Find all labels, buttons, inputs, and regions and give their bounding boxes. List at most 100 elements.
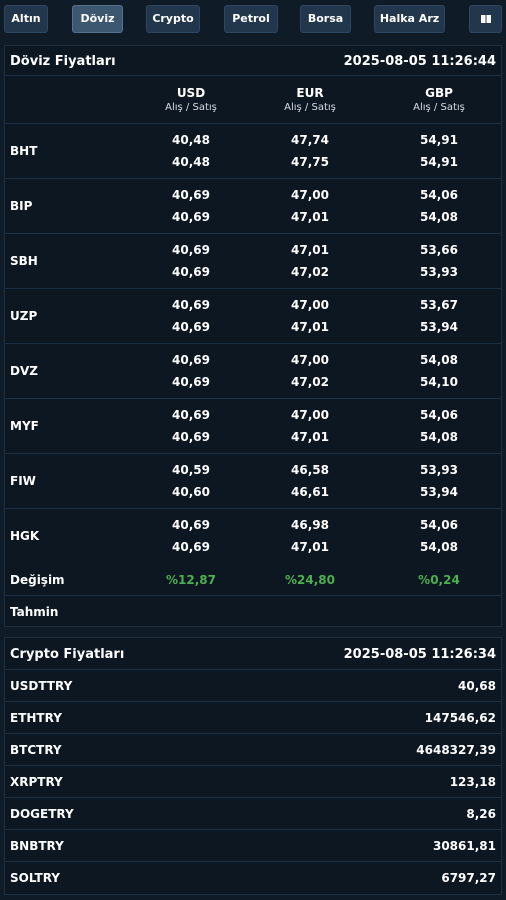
bank-code: FIW [10, 474, 36, 488]
currency-header-row: USD Alış / Satış EUR Alış / Satış GBP Al… [5, 76, 501, 124]
usd-sell-value: 40,69 [172, 320, 210, 334]
eur-buy-value: 47,00 [291, 408, 329, 422]
eur-change: %24,80 [285, 573, 335, 587]
bank-row-dvz: DVZ 40,69 40,69 47,00 47,02 54,08 54,10 [5, 344, 501, 399]
eur-buy-value: 46,58 [291, 463, 329, 477]
crypto-price: 30861,81 [432, 839, 496, 853]
change-row: Değişim %12,87 %24,80 %0,24 [5, 564, 501, 596]
crypto-price: 6797,27 [441, 871, 496, 885]
nav-button-petrol[interactable]: Petrol [224, 5, 278, 33]
gbp-sell-value: 54,10 [420, 375, 458, 389]
gbp-buy-value: 54,08 [420, 353, 458, 367]
crypto-timestamp: 2025-08-05 11:26:34 [343, 647, 496, 662]
usd-sell-value: 40,69 [172, 210, 210, 224]
eur-buy-value: 47,74 [291, 133, 329, 147]
nav-button-altin[interactable]: Altın [4, 5, 48, 33]
nav-button-book[interactable] [469, 5, 502, 33]
eur-buy-value: 47,00 [291, 188, 329, 202]
bank-row-bht: BHT 40,48 40,48 47,74 47,75 54,91 54,91 [5, 124, 501, 179]
gbp-sell-value: 53,93 [420, 265, 458, 279]
usd-buy-value: 40,69 [172, 353, 210, 367]
gbp-buy-value: 53,67 [420, 298, 458, 312]
bank-row-myf: MYF 40,69 40,69 47,00 47,01 54,06 54,08 [5, 399, 501, 454]
eur-sell-value: 47,01 [291, 430, 329, 444]
usd-sub: Alış / Satış [165, 102, 217, 113]
crypto-row-bnbtry: BNBTRY 30861,81 [5, 830, 501, 862]
change-label: Değişim [10, 573, 65, 587]
nav-button-halka-arz[interactable]: Halka Arz [374, 5, 445, 33]
bank-code: HGK [10, 529, 40, 543]
crypto-row-btctry: BTCTRY 4648327,39 [5, 734, 501, 766]
crypto-symbol: BTCTRY [10, 743, 62, 757]
doviz-timestamp: 2025-08-05 11:26:44 [343, 54, 496, 69]
book-icon [480, 15, 491, 23]
nav-button-crypto[interactable]: Crypto [146, 5, 200, 33]
bank-code: MYF [10, 419, 39, 433]
usd-sell-value: 40,69 [172, 375, 210, 389]
gbp-buy-value: 53,66 [420, 243, 458, 257]
crypto-symbol: ETHTRY [10, 711, 62, 725]
gbp-buy-value: 54,91 [420, 133, 458, 147]
usd-sell-value: 40,69 [172, 265, 210, 279]
gbp-sell-value: 54,08 [420, 210, 458, 224]
usd-sell-value: 40,48 [172, 155, 210, 169]
eur-sell-value: 47,02 [291, 375, 329, 389]
eur-sell-value: 47,01 [291, 210, 329, 224]
nav-button-borsa[interactable]: Borsa [300, 5, 351, 33]
eur-sell-value: 47,02 [291, 265, 329, 279]
gbp-sell-value: 54,08 [420, 430, 458, 444]
crypto-price: 4648327,39 [416, 743, 496, 757]
gbp-code: GBP [425, 86, 453, 100]
usd-buy-value: 40,48 [172, 133, 210, 147]
crypto-symbol: XRPTRY [10, 775, 63, 789]
forecast-row: Tahmin [5, 596, 501, 628]
crypto-symbol: BNBTRY [10, 839, 64, 853]
crypto-row-usdttry: USDTTRY 40,68 [5, 670, 501, 702]
usd-change: %12,87 [166, 573, 216, 587]
top-nav: Altın Döviz Crypto Petrol Borsa Halka Ar… [0, 0, 506, 38]
eur-column-header: EUR Alış / Satış [255, 86, 365, 114]
bank-code: BHT [10, 144, 38, 158]
eur-buy-value: 47,00 [291, 353, 329, 367]
doviz-title: Döviz Fiyatları [10, 54, 116, 69]
usd-column-header: USD Alış / Satış [136, 86, 246, 114]
crypto-title: Crypto Fiyatları [10, 647, 125, 662]
eur-sub: Alış / Satış [284, 102, 336, 113]
gbp-buy-value: 54,06 [420, 518, 458, 532]
bank-code: DVZ [10, 364, 38, 378]
bank-code: SBH [10, 254, 38, 268]
eur-code: EUR [296, 86, 324, 100]
crypto-row-xrptry: XRPTRY 123,18 [5, 766, 501, 798]
bank-row-hgk: HGK 40,69 40,69 46,98 47,01 54,06 54,08 [5, 509, 501, 564]
nav-button-doviz[interactable]: Döviz [72, 5, 123, 33]
usd-buy-value: 40,69 [172, 243, 210, 257]
eur-sell-value: 47,75 [291, 155, 329, 169]
usd-sell-value: 40,69 [172, 540, 210, 554]
bank-row-sbh: SBH 40,69 40,69 47,01 47,02 53,66 53,93 [5, 234, 501, 289]
usd-code: USD [176, 86, 206, 100]
eur-sell-value: 46,61 [291, 485, 329, 499]
bank-row-bip: BIP 40,69 40,69 47,00 47,01 54,06 54,08 [5, 179, 501, 234]
crypto-price: 8,26 [466, 807, 496, 821]
gbp-sell-value: 54,91 [420, 155, 458, 169]
crypto-header: Crypto Fiyatları 2025-08-05 11:26:34 [5, 638, 501, 670]
crypto-price: 40,68 [458, 679, 496, 693]
gbp-sell-value: 53,94 [420, 320, 458, 334]
bank-row-fiw: FIW 40,59 40,60 46,58 46,61 53,93 53,94 [5, 454, 501, 509]
forecast-label: Tahmin [10, 605, 59, 619]
crypto-price: 147546,62 [424, 711, 496, 725]
doviz-panel: Döviz Fiyatları 2025-08-05 11:26:44 USD … [4, 45, 502, 627]
gbp-buy-value: 54,06 [420, 188, 458, 202]
bank-row-uzp: UZP 40,69 40,69 47,00 47,01 53,67 53,94 [5, 289, 501, 344]
gbp-column-header: GBP Alış / Satış [384, 86, 494, 114]
gbp-sub: Alış / Satış [413, 102, 465, 113]
usd-sell-value: 40,69 [172, 430, 210, 444]
crypto-price: 123,18 [449, 775, 496, 789]
usd-buy-value: 40,69 [172, 408, 210, 422]
crypto-row-dogetry: DOGETRY 8,26 [5, 798, 501, 830]
doviz-header: Döviz Fiyatları 2025-08-05 11:26:44 [5, 46, 501, 76]
bank-code: BIP [10, 199, 33, 213]
usd-buy-value: 40,69 [172, 188, 210, 202]
bank-code: UZP [10, 309, 38, 323]
crypto-symbol: USDTTRY [10, 679, 73, 693]
